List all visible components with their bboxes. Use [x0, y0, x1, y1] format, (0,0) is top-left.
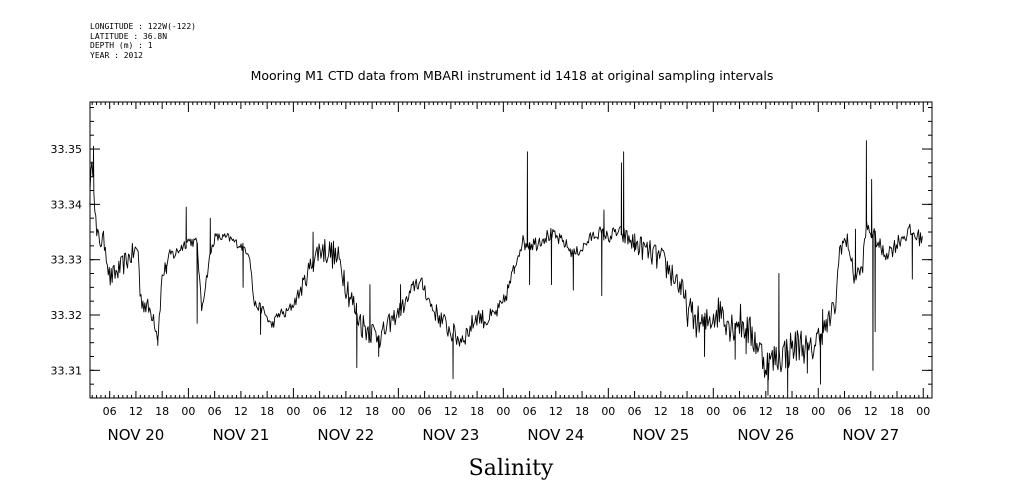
x-hour-label: 18 [470, 405, 484, 418]
y-tick-label: 33.33 [51, 254, 83, 267]
x-hour-label: 06 [313, 405, 327, 418]
x-day-label: NOV 24 [527, 426, 584, 444]
x-hour-label: 00 [286, 405, 300, 418]
station-metadata: LONGITUDE : 122W(-122) LATITUDE : 36.8N … [90, 22, 196, 60]
x-hour-label: 00 [811, 405, 825, 418]
x-day-label: NOV 22 [317, 426, 374, 444]
x-hour-label: 18 [680, 405, 694, 418]
x-hour-label: 12 [339, 405, 353, 418]
salinity-series [89, 140, 923, 396]
x-hour-label: 12 [864, 405, 878, 418]
x-hour-label: 00 [916, 405, 930, 418]
x-day-label: NOV 26 [737, 426, 794, 444]
x-hour-label: 12 [234, 405, 248, 418]
x-axis-label: Salinity [469, 456, 554, 481]
x-hour-label: 06 [208, 405, 222, 418]
x-hour-label: 12 [654, 405, 668, 418]
plot-frame [89, 101, 933, 399]
x-day-label: NOV 25 [632, 426, 689, 444]
x-hour-label: 12 [444, 405, 458, 418]
x-hour-label: 00 [391, 405, 405, 418]
x-hour-label: 18 [785, 405, 799, 418]
x-hour-label: 06 [418, 405, 432, 418]
x-hour-label: 06 [628, 405, 642, 418]
x-hour-label: 18 [260, 405, 274, 418]
x-hour-label: 12 [759, 405, 773, 418]
x-hour-label: 18 [365, 405, 379, 418]
x-tick-labels: 06 12 18 00 06 12 18 00 06 12 18 00 06 12 18 00 06 12 18 00… [103, 405, 931, 418]
chart-title: Mooring M1 CTD data from MBARI instrumen… [251, 68, 774, 83]
x-hour-label: 06 [103, 405, 117, 418]
y-tick-label: 33.31 [51, 364, 83, 377]
x-hour-label: 00 [601, 405, 615, 418]
day-labels: NOV 20 NOV 21 NOV 22 NOV 23 NOV 24 NOV 25 NOV … [107, 426, 899, 444]
x-hour-label: 06 [733, 405, 747, 418]
x-day-label: NOV 27 [842, 426, 899, 444]
y-tick-label: 33.34 [51, 198, 83, 211]
x-hour-label: 12 [549, 405, 563, 418]
x-day-label: NOV 20 [107, 426, 164, 444]
x-day-label: NOV 21 [212, 426, 269, 444]
longitude-label: LONGITUDE : 122W(-122) [90, 22, 196, 31]
x-hour-label: 00 [181, 405, 195, 418]
salinity-line [89, 140, 923, 396]
depth-label: DEPTH (m) : 1 [90, 41, 153, 50]
y-tick-label: 33.35 [51, 143, 83, 156]
x-hour-label: 18 [890, 405, 904, 418]
x-hour-label: 00 [706, 405, 720, 418]
x-day-label: NOV 23 [422, 426, 479, 444]
x-hour-label: 00 [496, 405, 510, 418]
latitude-label: LATITUDE : 36.8N [90, 31, 168, 41]
y-tick-labels: 33.31 33.32 33.33 33.34 33.35 [51, 143, 83, 377]
x-ticks [91, 102, 933, 398]
year-label: YEAR : 2012 [90, 50, 143, 60]
x-hour-label: 06 [523, 405, 537, 418]
x-hour-label: 18 [575, 405, 589, 418]
x-hour-label: 18 [155, 405, 169, 418]
y-tick-label: 33.32 [51, 309, 83, 322]
x-hour-label: 12 [129, 405, 143, 418]
y-ticks [90, 107, 932, 399]
x-hour-label: 06 [838, 405, 852, 418]
